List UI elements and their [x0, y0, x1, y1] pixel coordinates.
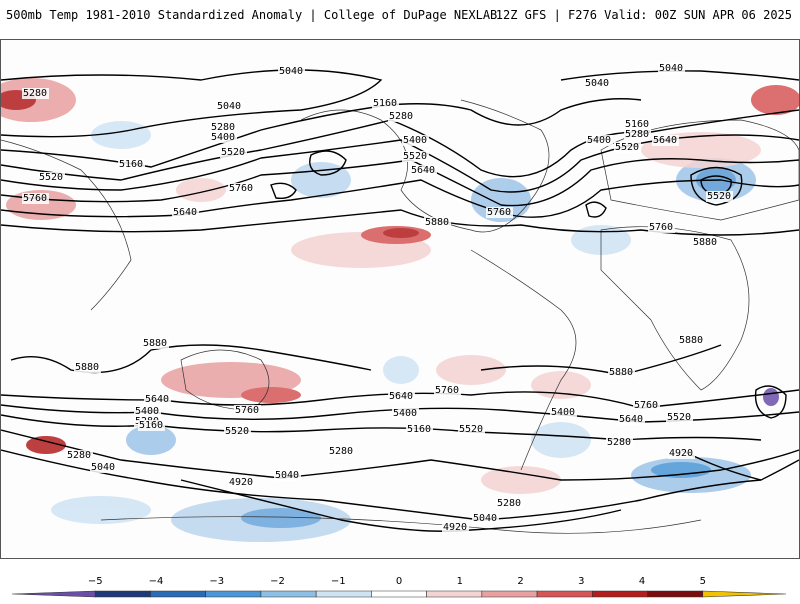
colorbar-swatch — [150, 590, 206, 598]
colorbar-tick-label: −4 — [149, 576, 164, 587]
contour-label: 4920 — [669, 448, 693, 459]
colorbar-swatch — [94, 590, 151, 598]
contour-label: 5520 — [39, 172, 63, 183]
contour-label: 5640 — [619, 414, 643, 425]
contour-label: 5160 — [407, 424, 431, 435]
contour-label: 5520 — [225, 426, 249, 437]
colorbar-tick-label: −1 — [331, 576, 346, 587]
contour-label: 5040 — [275, 470, 299, 481]
contour-label: 5400 — [551, 407, 575, 418]
colorbar-swatch — [205, 590, 262, 598]
contour-label: 5400 — [403, 135, 427, 146]
colorbar-swatch — [592, 590, 648, 598]
colorbar: −5 −4 −3 −2 −1 0 1 2 3 4 5 — [0, 565, 800, 600]
contour-label: 4920 — [443, 522, 467, 533]
contour-label: 5280 — [23, 88, 47, 99]
colorbar-swatch — [481, 590, 538, 598]
contour-label: 5040 — [279, 66, 303, 77]
contour-label: 5400 — [587, 135, 611, 146]
contour-label: 5760 — [23, 193, 47, 204]
contour-label: 5640 — [145, 394, 169, 405]
colorbar-swatch — [11, 590, 96, 598]
contour-label: 5160 — [119, 159, 143, 170]
contour-label: 5640 — [389, 391, 413, 402]
colorbar-swatch — [371, 590, 427, 598]
contour-label: 5280 — [607, 437, 631, 448]
contour-label: 5640 — [411, 165, 435, 176]
contour-label: 5520 — [615, 142, 639, 153]
contour-label: 5400 — [135, 406, 159, 417]
contour-label: 5280 — [625, 129, 649, 140]
colorbar-tick-label: −5 — [88, 576, 103, 587]
colorbar-swatch — [647, 590, 704, 598]
header: 500mb Temp 1981-2010 Standardized Anomal… — [0, 0, 800, 30]
contour-label: 5040 — [659, 63, 683, 74]
contour-label: 5760 — [435, 385, 459, 396]
contour-label: 5880 — [75, 362, 99, 373]
colorbar-swatch — [536, 590, 593, 598]
map-title: 500mb Temp 1981-2010 Standardized Anomal… — [6, 8, 498, 22]
contour-label: 5400 — [211, 132, 235, 143]
contour-label: 5040 — [91, 462, 115, 473]
contour-label: 5280 — [329, 446, 353, 457]
colorbar-tick-label: 2 — [517, 576, 523, 587]
contour-label: 5880 — [143, 338, 167, 349]
contour-label: 5880 — [679, 335, 703, 346]
colorbar-tick-label: 1 — [457, 576, 463, 587]
contour-label: 5280 — [389, 111, 413, 122]
contour-label: 5280 — [497, 498, 521, 509]
contour-label: 5520 — [459, 424, 483, 435]
colorbar-swatch — [260, 590, 317, 598]
contour-label: 5160 — [139, 420, 163, 431]
contour-label: 5640 — [653, 135, 677, 146]
contour-label: 5160 — [373, 98, 397, 109]
contour-label: 5280 — [211, 122, 235, 133]
colorbar-swatch — [426, 590, 483, 598]
model-run-info: 12Z GFS | F276 Valid: 00Z SUN APR 06 202… — [495, 8, 792, 22]
contour-label: 5520 — [221, 147, 245, 158]
contour-label: 4920 — [229, 477, 253, 488]
contour-label: 5760 — [487, 207, 511, 218]
contour-label: 5280 — [67, 450, 91, 461]
contour-label: 5160 — [625, 119, 649, 130]
colorbar-tick-label: 0 — [396, 576, 402, 587]
colorbar-tick-label: −3 — [209, 576, 224, 587]
contour-label: 5760 — [649, 222, 673, 233]
contour-label: 5400 — [393, 408, 417, 419]
contour-label: 5520 — [707, 191, 731, 202]
contour-label: 5520 — [667, 412, 691, 423]
contour-label: 5880 — [609, 367, 633, 378]
contour-label: 5760 — [229, 183, 253, 194]
contour-label: 5520 — [403, 151, 427, 162]
contour-label: 5880 — [693, 237, 717, 248]
contour-label: 5040 — [473, 513, 497, 524]
contour-label: 5760 — [634, 400, 658, 411]
anomaly-map: 5040 5040 5040 5280 5040 5160 5280 5280 5400 5160… — [0, 39, 800, 559]
contour-label: 5880 — [425, 217, 449, 228]
colorbar-swatch — [702, 590, 787, 598]
colorbar-tick-label: 4 — [639, 576, 645, 587]
colorbar-tick-label: −2 — [270, 576, 285, 587]
warm-anomaly-shading — [1, 78, 799, 494]
colorbar-tick-label: 5 — [700, 576, 706, 587]
contour-label: 5640 — [173, 207, 197, 218]
contour-label: 5760 — [235, 405, 259, 416]
colorbar-swatch — [315, 590, 372, 598]
colorbar-canvas: −5 −4 −3 −2 −1 0 1 2 3 4 5 — [11, 576, 787, 598]
contour-label: 5040 — [585, 78, 609, 89]
contour-label: 5040 — [217, 101, 241, 112]
colorbar-tick-label: 3 — [578, 576, 584, 587]
